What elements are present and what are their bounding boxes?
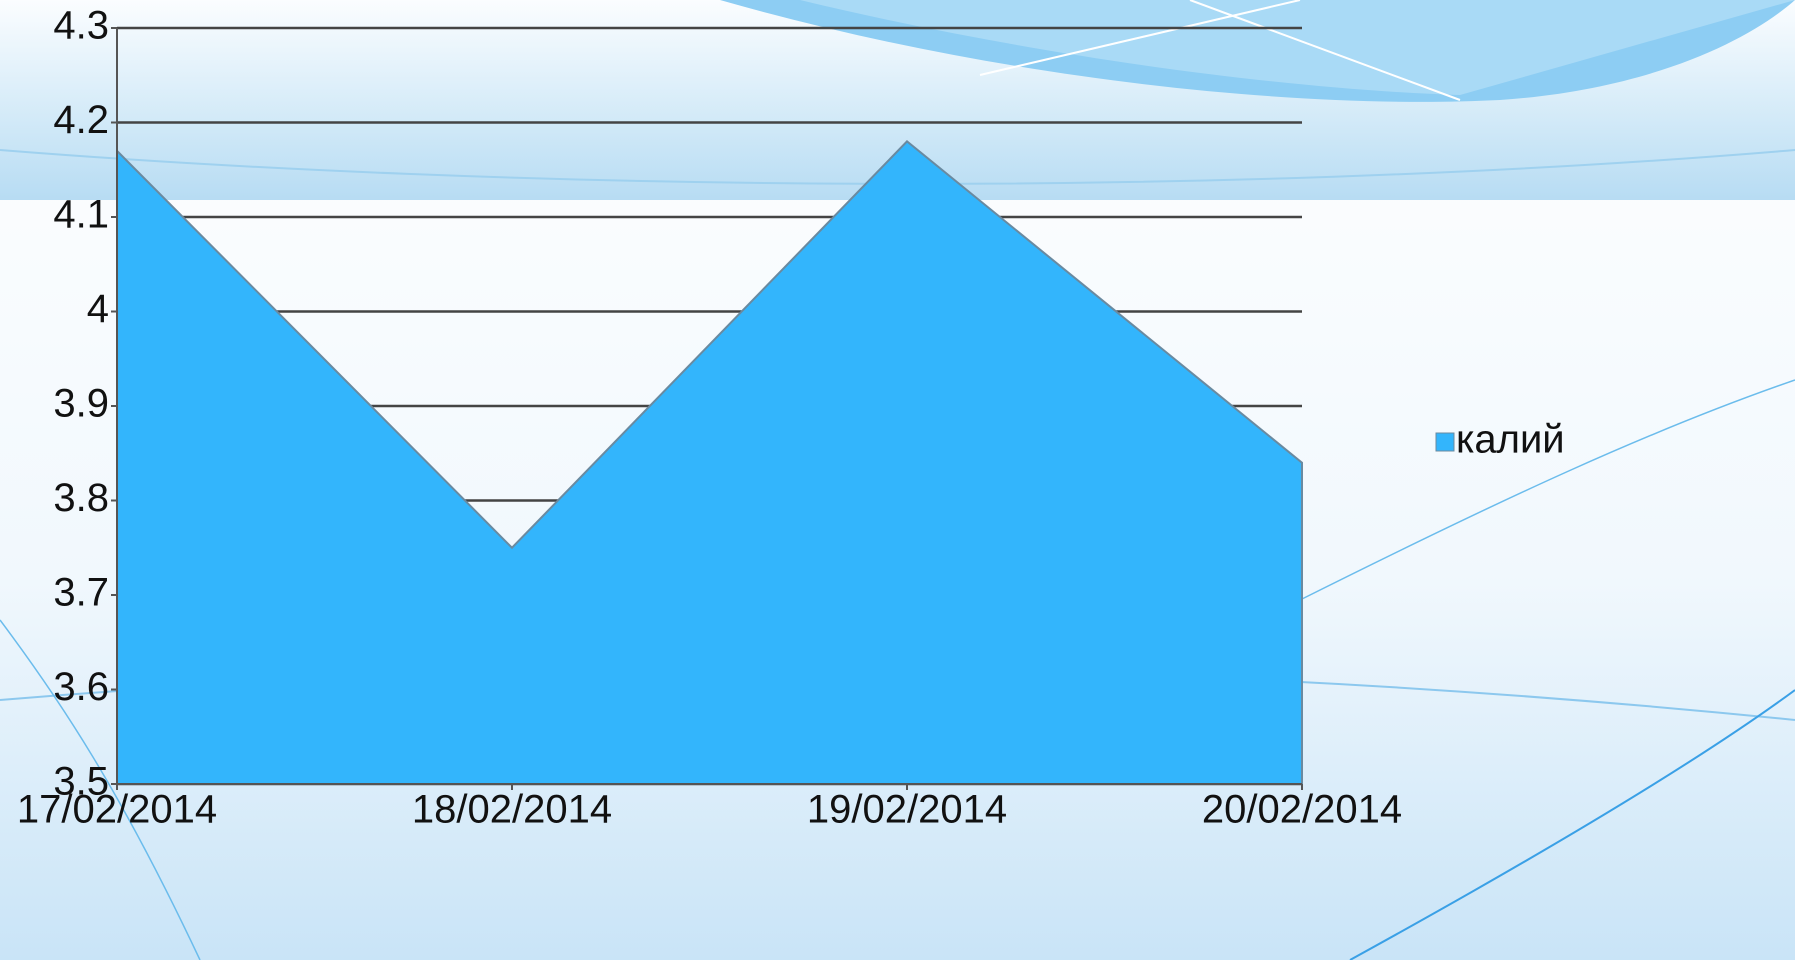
y-tick-label: 4: [87, 287, 109, 331]
x-tick-label: 20/02/2014: [1202, 788, 1402, 832]
x-tick-label: 19/02/2014: [807, 788, 1007, 832]
x-tick-label: 17/02/2014: [17, 788, 217, 832]
chart: 3.53.63.73.83.944.14.24.317/02/201418/02…: [0, 0, 1795, 960]
x-tick-label: 18/02/2014: [412, 788, 612, 832]
y-tick-label: 3.9: [53, 382, 109, 426]
y-tick-label: 3.8: [53, 476, 109, 520]
y-tick-label: 4.2: [53, 98, 109, 142]
y-tick-label: 4.3: [53, 4, 109, 48]
legend-swatch: [1436, 433, 1454, 451]
y-tick-label: 3.7: [53, 571, 109, 615]
legend-label: калий: [1456, 418, 1565, 462]
y-tick-label: 4.1: [53, 193, 109, 237]
page: {"chart_data": {"type": "area", "categor…: [0, 0, 1795, 960]
y-tick-label: 3.6: [53, 665, 109, 709]
